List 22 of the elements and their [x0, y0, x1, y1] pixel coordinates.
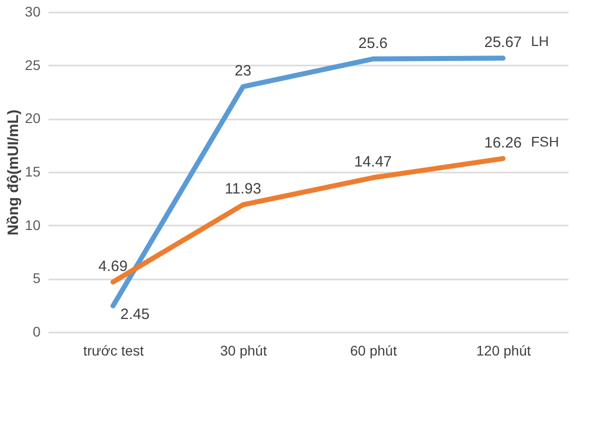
- y-tick-label: 0: [32, 324, 41, 340]
- data-label: 25.6: [358, 34, 388, 52]
- x-tick-label: trước test: [83, 342, 144, 358]
- y-tick-label: 20: [24, 110, 41, 126]
- data-label: 4.69: [98, 258, 128, 275]
- y-axis-title: Nồng độ(mUI/mL): [4, 110, 22, 236]
- y-tick-label: 10: [24, 216, 41, 233]
- y-tick-label: 30: [24, 4, 41, 20]
- data-label: 25.67: [484, 34, 522, 52]
- data-label: 2.45: [120, 306, 150, 323]
- data-label: 14.47: [354, 154, 392, 171]
- y-tick-label: 25: [24, 56, 41, 73]
- y-tick-label: 5: [32, 270, 41, 286]
- text: FSH: [531, 134, 559, 150]
- text: LH: [531, 33, 549, 50]
- data-label: 11.93: [224, 180, 262, 198]
- data-label: 23: [234, 62, 252, 80]
- y-tick-label: 15: [24, 164, 41, 180]
- x-tick-label: 120 phút: [476, 342, 531, 358]
- x-tick-label: 30 phút: [220, 342, 267, 358]
- data-label: 16.26: [484, 134, 522, 152]
- x-tick-label: 60 phút: [350, 342, 397, 358]
